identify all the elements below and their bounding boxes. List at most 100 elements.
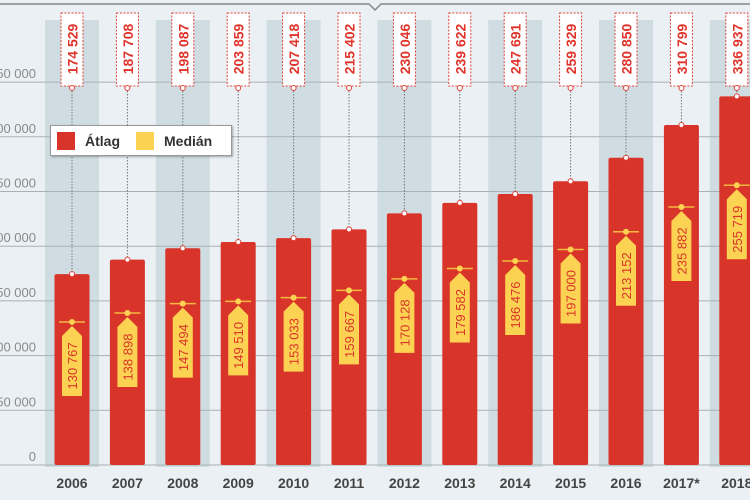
value-label-atlag: 280 850 <box>619 23 635 74</box>
value-label-atlag: 247 691 <box>508 23 524 74</box>
median-tag <box>726 189 747 260</box>
value-label-atlag: 310 799 <box>674 23 690 74</box>
y-tick-label: 350 000 <box>0 66 36 81</box>
median-tag <box>117 317 138 388</box>
median-tag <box>62 325 82 396</box>
x-tick-label: 2006 <box>56 475 87 491</box>
x-tick-label: 2013 <box>444 475 475 491</box>
x-tick-label: 2015 <box>555 475 586 491</box>
value-label-atlag: 203 859 <box>231 23 247 74</box>
median-dot <box>401 275 408 282</box>
legend-label-atlag: Átlag <box>85 132 120 149</box>
legend-swatch-median <box>136 131 154 150</box>
bar-top-dot <box>290 235 297 242</box>
value-label-atlag: 187 708 <box>120 23 136 74</box>
median-tag <box>616 235 636 306</box>
median-dot <box>346 287 352 294</box>
value-label-median: 186 476 <box>508 281 523 328</box>
leader-dot <box>290 85 297 91</box>
median-tag <box>505 264 526 335</box>
value-label-median: 147 494 <box>176 324 191 371</box>
median-dot <box>290 294 297 301</box>
x-tick-label: 2010 <box>278 475 309 491</box>
median-dot <box>733 182 740 189</box>
bar-top-dot <box>179 245 186 252</box>
x-tick-label: 2008 <box>167 475 198 491</box>
y-tick-label: 0 <box>29 449 36 464</box>
median-tag <box>449 272 470 343</box>
leader-dot <box>346 85 352 91</box>
x-tick-label: 2014 <box>500 475 531 491</box>
median-tag <box>339 294 359 365</box>
value-label-median: 235 882 <box>674 227 689 274</box>
median-dot <box>124 310 131 317</box>
value-label-median: 149 510 <box>231 322 246 369</box>
leader-dot <box>401 85 408 91</box>
median-tag <box>228 305 249 376</box>
leader-dot <box>512 85 519 91</box>
y-tick-label: 50 000 <box>0 394 36 409</box>
legend: Átlag Medián <box>50 125 232 156</box>
median-dot <box>235 298 242 305</box>
y-tick-label: 250 000 <box>0 176 36 191</box>
median-dot <box>623 228 629 235</box>
bar-top-dot <box>678 121 685 128</box>
leader-dot <box>235 85 242 91</box>
median-dot <box>69 318 75 325</box>
bar-top-dot <box>733 93 740 100</box>
value-label-median: 179 582 <box>453 289 468 336</box>
median-tag <box>671 210 692 281</box>
value-label-median: 255 719 <box>730 206 745 253</box>
y-tick-label: 100 000 <box>0 340 36 355</box>
value-label-atlag: 215 402 <box>342 23 358 74</box>
median-tag <box>283 301 304 372</box>
x-tick-label: 2012 <box>389 475 420 491</box>
median-tag <box>560 253 581 324</box>
bar-top-dot <box>567 178 574 185</box>
x-tick-label: 2016 <box>610 475 641 491</box>
x-tick-label: 2011 <box>334 475 365 491</box>
median-tag <box>172 307 193 378</box>
value-label-atlag: 207 418 <box>286 23 302 74</box>
x-tick-label: 2009 <box>223 475 254 491</box>
leader-dot <box>678 85 685 91</box>
value-label-median: 197 000 <box>564 270 579 317</box>
legend-label-median: Medián <box>164 132 213 149</box>
legend-swatch-atlag <box>57 131 75 150</box>
value-label-median: 159 667 <box>342 311 357 358</box>
y-tick-label: 200 000 <box>0 230 36 245</box>
median-dot <box>456 265 463 272</box>
value-label-atlag: 198 087 <box>175 23 191 74</box>
median-dot <box>567 246 574 253</box>
median-dot <box>678 203 685 210</box>
value-label-atlag: 239 622 <box>452 23 468 74</box>
leader-dot <box>124 85 131 91</box>
y-tick-label: 300 000 <box>0 121 36 136</box>
value-label-atlag: 174 529 <box>65 23 81 74</box>
value-label-atlag: 259 329 <box>563 23 579 74</box>
value-label-median: 138 898 <box>120 334 135 381</box>
value-label-median: 213 152 <box>619 252 634 299</box>
leader-dot <box>179 85 186 91</box>
median-tag <box>394 282 415 353</box>
leader-dot <box>456 85 463 91</box>
bar-top-dot <box>124 256 131 263</box>
leader-dot <box>623 85 629 91</box>
bar-top-dot <box>623 154 629 161</box>
leader-dot <box>567 85 574 91</box>
x-tick-label: 2018 <box>721 475 750 491</box>
x-tick-label: 2007 <box>112 475 143 491</box>
bar-top-dot <box>401 210 408 217</box>
bar-atlag <box>608 157 644 465</box>
bar-top-dot <box>456 199 463 206</box>
top-border <box>0 3 750 12</box>
value-label-median: 153 033 <box>287 318 302 365</box>
value-label-median: 170 128 <box>397 299 412 346</box>
bar-top-dot <box>512 191 519 198</box>
bar-top-dot <box>69 271 75 278</box>
median-dot <box>512 257 519 264</box>
x-tick-label: 2017* <box>663 475 700 491</box>
value-label-atlag: 336 937 <box>729 23 745 74</box>
bar-top-dot <box>235 238 242 245</box>
